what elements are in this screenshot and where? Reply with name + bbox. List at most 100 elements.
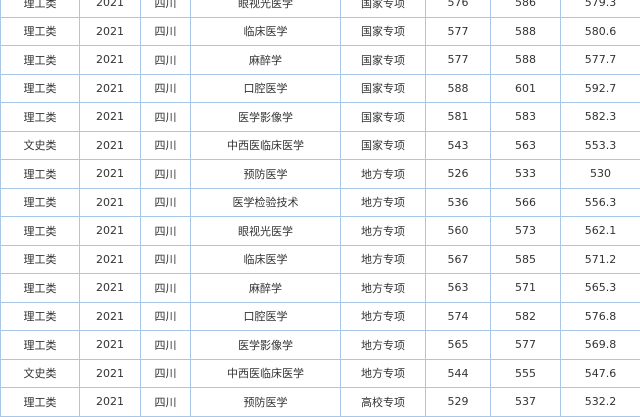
table-cell: 理工类 [1,217,80,246]
table-cell: 四川 [141,0,191,17]
table-cell: 理工类 [1,245,80,274]
table-cell: 577.7 [561,46,640,75]
table-cell: 四川 [141,17,191,46]
table-cell: 地方专项 [341,302,426,331]
table-cell: 国家专项 [341,103,426,132]
table-cell: 国家专项 [341,74,426,103]
table-cell: 理工类 [1,302,80,331]
table-cell: 眼视光医学 [191,217,341,246]
table-cell: 537 [491,388,561,417]
table-cell: 555 [491,359,561,388]
table-cell: 556.3 [561,188,640,217]
table-cell: 2021 [80,359,141,388]
table-cell: 眼视光医学 [191,0,341,17]
table-cell: 577 [426,46,491,75]
table-cell: 2021 [80,17,141,46]
table-cell: 理工类 [1,388,80,417]
table-cell: 中西医临床医学 [191,131,341,160]
table-cell: 563 [426,274,491,303]
table-cell: 601 [491,74,561,103]
table-cell: 地方专项 [341,359,426,388]
table-cell: 562.1 [561,217,640,246]
table-cell: 583 [491,103,561,132]
table-cell: 理工类 [1,188,80,217]
table-cell: 理工类 [1,274,80,303]
table-cell: 2021 [80,160,141,189]
table-cell: 2021 [80,245,141,274]
table-cell: 四川 [141,188,191,217]
table-cell: 地方专项 [341,188,426,217]
table-cell: 580.6 [561,17,640,46]
table-cell: 四川 [141,160,191,189]
table-cell: 2021 [80,331,141,360]
table-cell: 2021 [80,103,141,132]
table-cell: 567 [426,245,491,274]
table-cell: 582.3 [561,103,640,132]
table-cell: 581 [426,103,491,132]
table-cell: 592.7 [561,74,640,103]
table-cell: 532.2 [561,388,640,417]
table-cell: 国家专项 [341,46,426,75]
table-cell: 地方专项 [341,245,426,274]
table-cell: 571.2 [561,245,640,274]
table-cell: 553.3 [561,131,640,160]
table-cell: 四川 [141,302,191,331]
table-cell: 临床医学 [191,17,341,46]
table-cell: 四川 [141,46,191,75]
table-cell: 理工类 [1,74,80,103]
table-cell: 四川 [141,74,191,103]
table-cell: 地方专项 [341,160,426,189]
table-cell: 529 [426,388,491,417]
table-cell: 预防医学 [191,160,341,189]
table-cell: 四川 [141,103,191,132]
table-cell: 588 [491,17,561,46]
table-cell: 569.8 [561,331,640,360]
table-cell: 麻醉学 [191,46,341,75]
table-cell: 560 [426,217,491,246]
table-cell: 577 [491,331,561,360]
table-cell: 医学影像学 [191,103,341,132]
table-cell: 2021 [80,74,141,103]
table-cell: 四川 [141,245,191,274]
table-cell: 579.3 [561,0,640,17]
table-cell: 536 [426,188,491,217]
table-cell: 565.3 [561,274,640,303]
table-cell: 理工类 [1,17,80,46]
table-cell: 585 [491,245,561,274]
table-cell: 理工类 [1,0,80,17]
table-cell: 2021 [80,131,141,160]
table-cell: 医学影像学 [191,331,341,360]
table-cell: 582 [491,302,561,331]
table-cell: 国家专项 [341,131,426,160]
table-cell: 2021 [80,188,141,217]
table-cell: 526 [426,160,491,189]
table-cell: 573 [491,217,561,246]
table-cell: 麻醉学 [191,274,341,303]
table-cell: 四川 [141,388,191,417]
table-cell: 国家专项 [341,0,426,17]
table-cell: 国家专项 [341,17,426,46]
table-cell: 2021 [80,302,141,331]
table-cell: 理工类 [1,46,80,75]
table-cell: 574 [426,302,491,331]
table-cell: 中西医临床医学 [191,359,341,388]
table-cell: 544 [426,359,491,388]
table-cell: 高校专项 [341,388,426,417]
table-cell: 588 [426,74,491,103]
table-cell: 565 [426,331,491,360]
table-cell: 理工类 [1,331,80,360]
page: {"table": {"rows": [ ["理工类", "2021", "四川… [0,0,640,400]
